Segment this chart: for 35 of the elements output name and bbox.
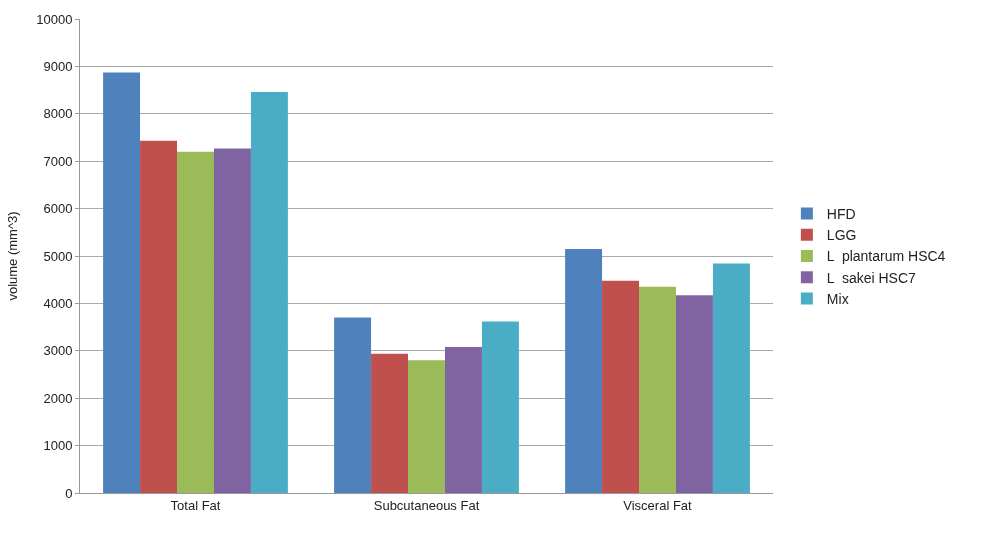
y-tick-label: 10000	[36, 11, 73, 27]
bar	[675, 295, 713, 493]
y-tick-label: 4000	[43, 295, 73, 311]
y-tick-label: 9000	[43, 58, 73, 74]
bar	[565, 248, 603, 493]
y-tick-label: 5000	[43, 248, 73, 264]
y-tick-label: 6000	[43, 201, 73, 217]
y-tick-label: 3000	[43, 343, 73, 359]
bar	[371, 353, 409, 493]
y-axis-title: volume (mm^3)	[5, 211, 21, 301]
bar	[177, 151, 214, 493]
x-tick-label: Total Fat	[170, 497, 221, 513]
bar	[334, 317, 372, 493]
bar	[712, 263, 750, 493]
bar	[639, 286, 676, 493]
bar	[140, 140, 178, 493]
bar	[250, 92, 288, 493]
legend-label: L sakei HSC7	[826, 269, 917, 286]
y-tick-label: 0	[65, 485, 73, 501]
legend-label: L plantarum HSC4	[826, 248, 946, 265]
y-tick-label: 1000	[43, 438, 73, 454]
y-tick-label: 2000	[43, 390, 73, 406]
bar	[444, 347, 482, 493]
bar	[602, 280, 640, 493]
bar	[103, 72, 141, 493]
bar	[408, 360, 445, 493]
x-tick-label: Visceral Fat	[623, 497, 693, 513]
y-tick-label: 7000	[43, 153, 73, 169]
legend-label: Mix	[826, 290, 849, 307]
bar	[481, 321, 519, 493]
legend-label: LGG	[826, 227, 857, 244]
legend-label: HFD	[826, 206, 856, 223]
bar	[213, 148, 251, 493]
x-tick-label: Subcutaneous Fat	[373, 497, 480, 513]
y-tick-label: 8000	[43, 106, 73, 122]
